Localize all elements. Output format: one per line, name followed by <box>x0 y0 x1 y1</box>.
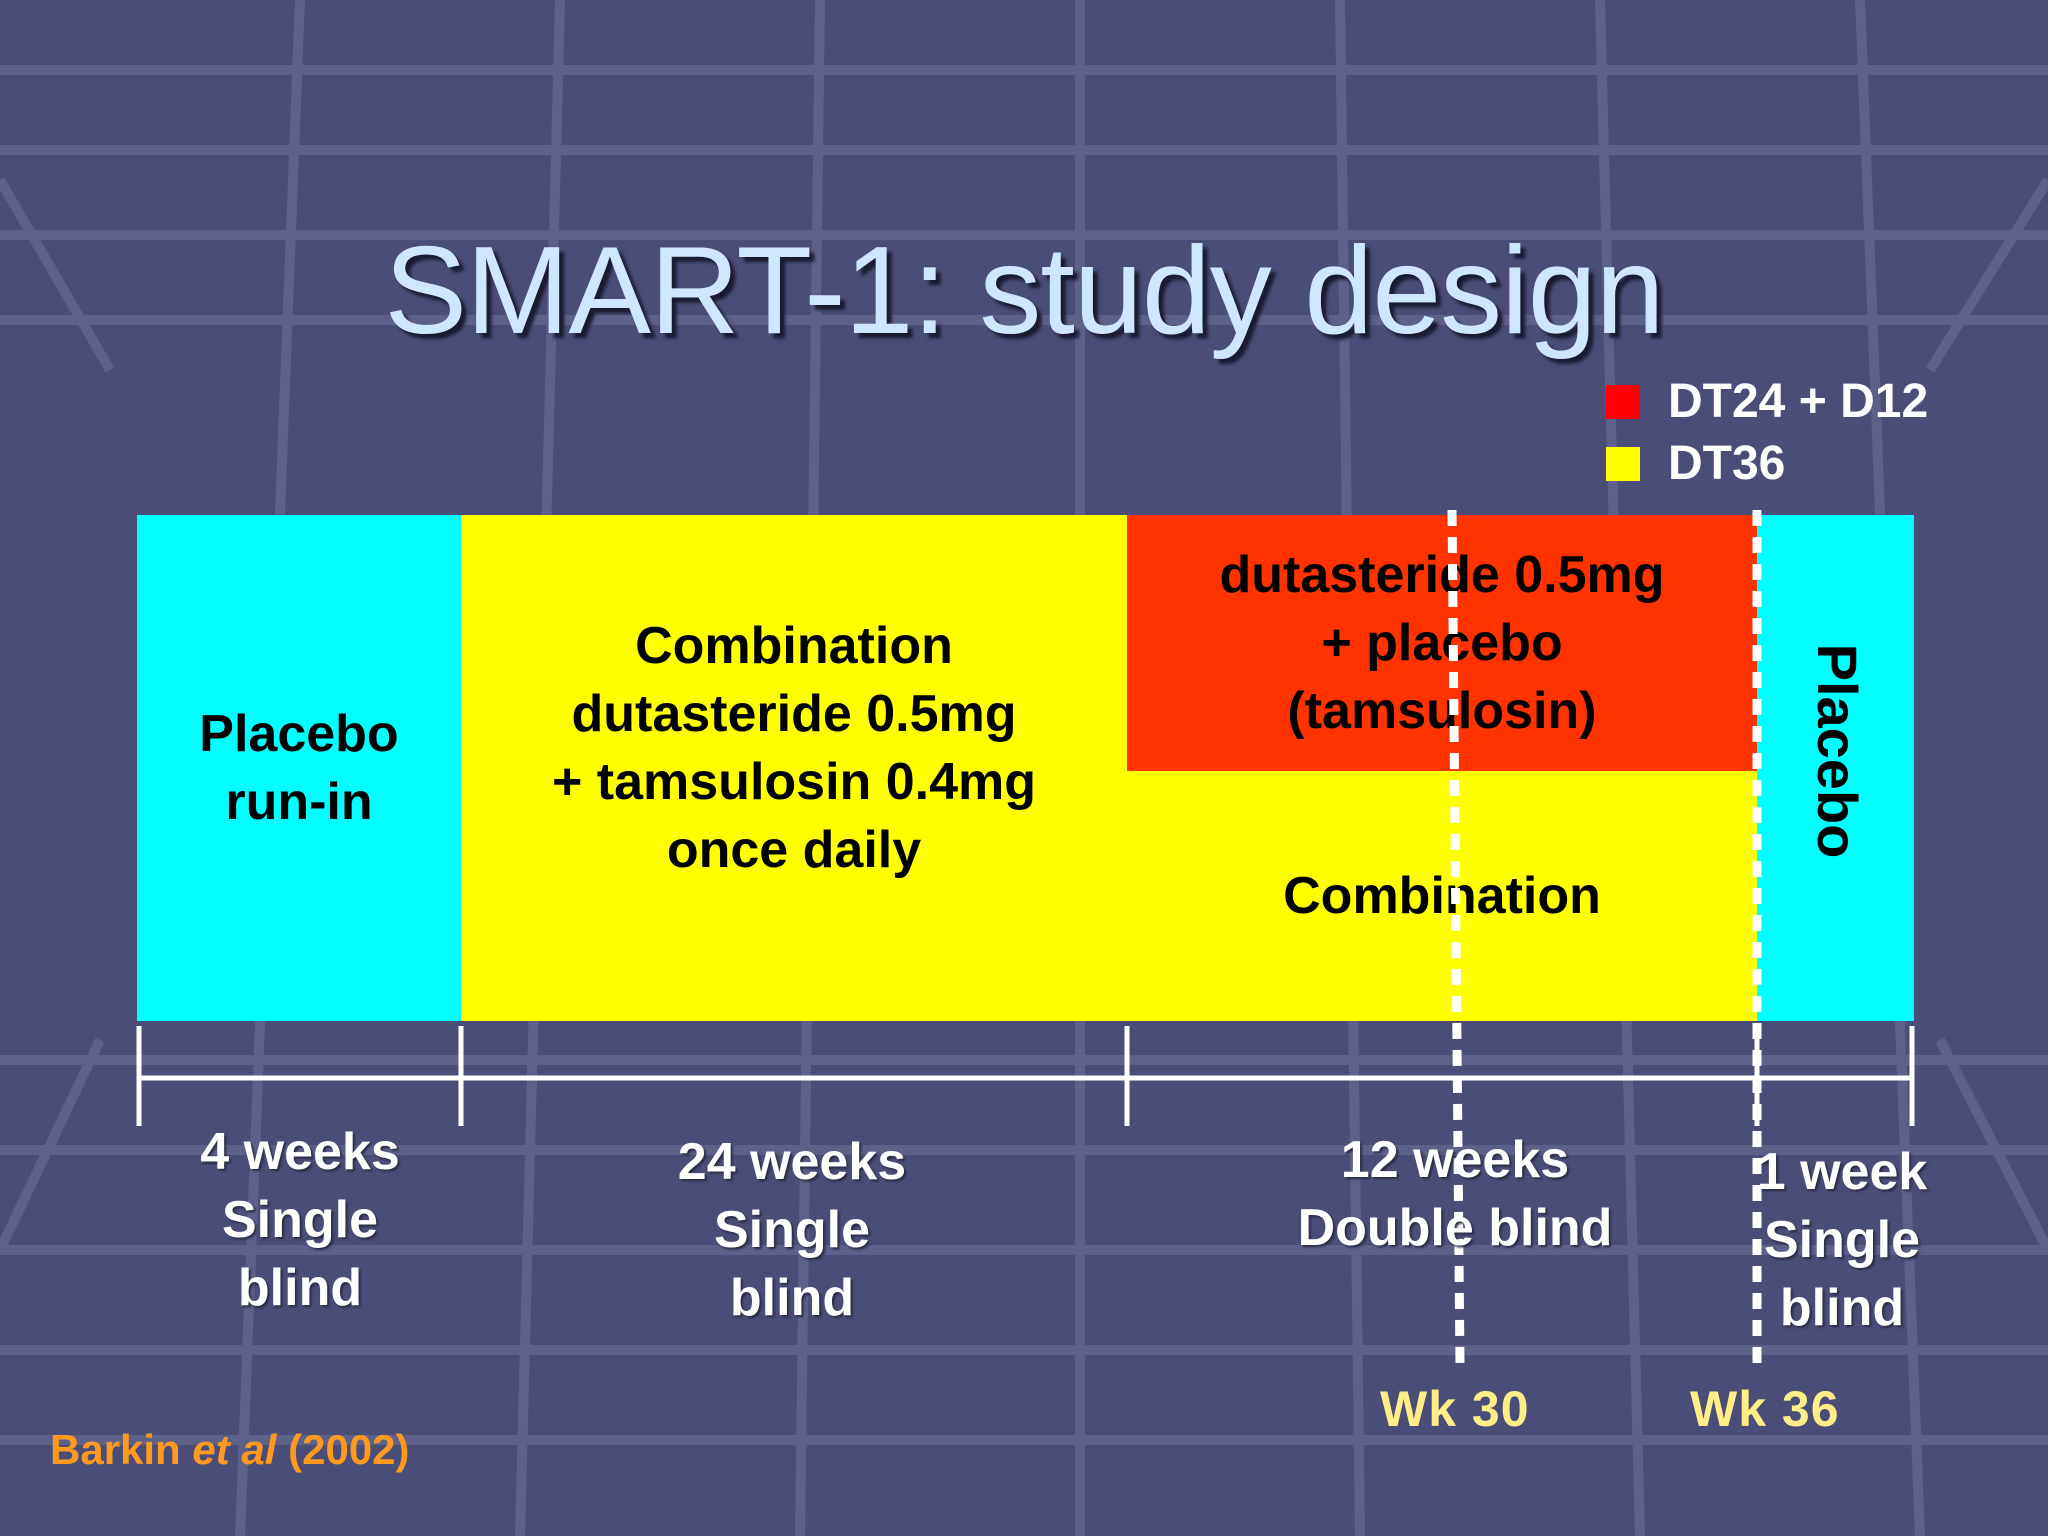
block-line: Combination <box>635 617 953 675</box>
slide-title: SMART-1: study design <box>384 222 1664 360</box>
placebo-end-block <box>1757 515 1914 1021</box>
timeline-line: Double blind <box>1297 1199 1613 1257</box>
citation-etal: et al <box>192 1426 277 1473</box>
block-line: dutasteride 0.5mg <box>571 685 1017 743</box>
block-line: (tamsulosin) <box>1287 682 1597 740</box>
timeline-label-placebo-end: 1 week Single blind <box>1732 1138 1952 1342</box>
placebo-end-label: Placebo <box>1806 643 1869 859</box>
timeline-line: 1 week <box>1756 1143 1928 1201</box>
legend-label: DT24 + D12 <box>1668 375 1929 428</box>
block-line: + tamsulosin 0.4mg <box>551 753 1037 811</box>
legend-swatch-red <box>1606 384 1640 419</box>
timeline-line: 24 weeks <box>677 1133 907 1191</box>
legend-item-dt36: DT36 <box>1606 436 1785 491</box>
timeline-label-runin: 4 weeks Single blind <box>150 1118 450 1322</box>
week-36-label: Wk 36 <box>1690 1381 1840 1437</box>
block-line: Combination <box>1283 867 1601 925</box>
timeline-label-double-blind: 12 weeks Double blind <box>1250 1126 1660 1262</box>
citation-author: Barkin <box>50 1426 181 1473</box>
block-line: run-in <box>225 773 373 831</box>
legend-swatch-yellow <box>1606 446 1640 481</box>
block-line: dutasteride 0.5mg <box>1219 546 1665 604</box>
citation: Barkin et al (2002) <box>50 1426 410 1474</box>
timeline-line: 4 weeks <box>200 1123 400 1181</box>
combination-block: Combination dutasteride 0.5mg + tamsulos… <box>461 515 1127 1021</box>
timeline-label-combination: 24 weeks Single blind <box>612 1128 972 1332</box>
citation-year: (2002) <box>288 1426 410 1473</box>
dutasteride-placebo-block: dutasteride 0.5mg + placebo (tamsulosin) <box>1127 515 1757 771</box>
placebo-runin-block: Placebo run-in <box>137 515 461 1021</box>
timeline-line: 12 weeks <box>1340 1131 1570 1189</box>
legend-item-dt24-d12: DT24 + D12 <box>1606 374 1928 429</box>
block-line: + placebo <box>1321 614 1563 672</box>
timeline-line: Single <box>221 1191 379 1249</box>
timeline-line: blind <box>1779 1279 1905 1337</box>
block-line: once daily <box>666 821 922 879</box>
combination-continued-block: Combination <box>1127 771 1757 1021</box>
week-30-label: Wk 30 <box>1380 1381 1530 1437</box>
timeline-line: blind <box>237 1259 363 1317</box>
timeline-line: blind <box>729 1269 855 1327</box>
timeline-line: Single <box>1763 1211 1921 1269</box>
timeline-line: Single <box>713 1201 871 1259</box>
block-line: Placebo <box>199 705 399 763</box>
legend-label: DT36 <box>1668 437 1786 490</box>
